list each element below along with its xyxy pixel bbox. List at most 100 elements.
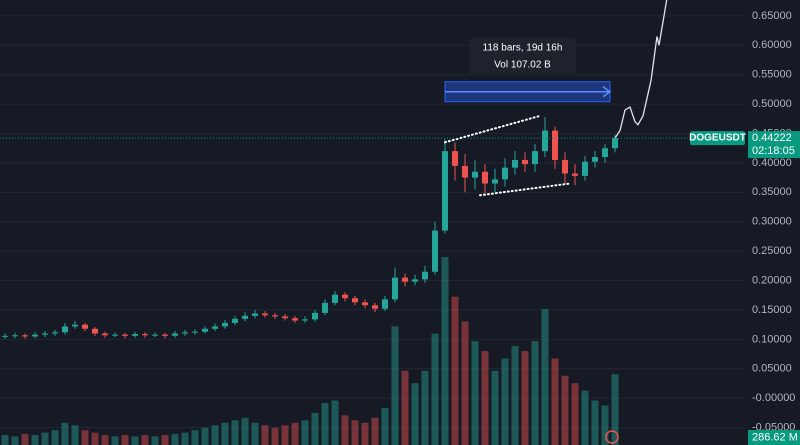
candle-body <box>562 159 568 174</box>
candle-body <box>92 328 98 334</box>
candle-body <box>512 159 518 168</box>
volume-bar <box>341 415 349 445</box>
volume-bar <box>531 341 539 445</box>
volume-bar <box>321 402 329 445</box>
volume-bar <box>281 425 289 445</box>
candle-body <box>552 130 558 160</box>
candle-body <box>32 334 38 337</box>
candle-body <box>152 334 158 336</box>
candle-body <box>592 157 598 162</box>
y-tick-label: 0.55000 <box>752 69 792 81</box>
volume-bar <box>161 435 169 445</box>
projection-line <box>614 0 668 139</box>
volume-bar <box>501 358 509 445</box>
candle-body <box>242 315 248 319</box>
candle-body <box>232 318 238 323</box>
candle-body <box>612 138 618 149</box>
volume-bar <box>491 370 499 445</box>
symbol-box <box>690 131 745 146</box>
candle-body <box>72 324 78 327</box>
candle-body <box>182 332 188 334</box>
candle-body <box>572 173 578 176</box>
volume-bar <box>171 433 179 445</box>
volume-bar <box>271 427 279 445</box>
trendline <box>479 182 571 197</box>
volume-bar <box>221 422 229 445</box>
volume-bar <box>211 425 219 445</box>
candle-body <box>602 148 608 158</box>
volume-bar <box>311 412 319 445</box>
price-label: 0.44222 <box>752 132 792 144</box>
drawings: 118 bars, 19d 16h Vol 107.02 B <box>0 0 745 197</box>
candle-body <box>52 332 58 334</box>
candle-body <box>262 313 268 316</box>
volume-bar <box>561 375 569 445</box>
volume-bar <box>21 433 29 445</box>
candle-layer <box>2 117 618 339</box>
candle-body <box>202 328 208 332</box>
volume-bar <box>441 257 449 445</box>
candle-body <box>302 319 308 321</box>
symbol-label: DOGEUSDT <box>689 133 746 144</box>
volume-bar <box>151 436 159 445</box>
candle-body <box>162 334 168 336</box>
y-tick-label: -0.00000 <box>752 392 795 404</box>
y-tick-label: 0.35000 <box>752 186 792 198</box>
volume-bar <box>551 358 559 445</box>
candle-body <box>422 271 428 280</box>
candle-body <box>462 165 468 178</box>
volume-bar <box>141 435 149 445</box>
volume-bar <box>591 400 599 445</box>
volume-bar <box>611 374 619 445</box>
candle-body <box>172 333 178 336</box>
volume-bar <box>371 417 379 445</box>
candle-body <box>292 318 298 321</box>
candle-body <box>282 316 288 319</box>
candle-body <box>2 335 8 337</box>
candle-body <box>322 302 328 313</box>
candle-body <box>12 335 18 337</box>
volume-bar <box>331 400 339 445</box>
candle-body <box>342 294 348 299</box>
candle-body <box>372 305 378 309</box>
volume-bar <box>411 383 419 445</box>
volume-bar <box>511 346 519 445</box>
candle-body <box>362 302 368 306</box>
volume-layer <box>1 257 619 445</box>
candle-body <box>472 171 478 178</box>
candle-body <box>442 151 448 231</box>
candle-body <box>542 130 548 152</box>
volume-bar <box>51 430 59 445</box>
candle-body <box>452 151 458 166</box>
candle-body <box>392 277 398 300</box>
y-tick-label: 0.05000 <box>752 363 792 375</box>
measure-vol: Vol 107.02 B <box>494 60 551 71</box>
candle-body <box>522 159 528 165</box>
alert-icon[interactable] <box>605 430 619 444</box>
volume-bar <box>481 351 489 445</box>
volume-bar <box>571 383 579 445</box>
candle-body <box>252 313 258 316</box>
candle-body <box>312 312 318 320</box>
candle-body <box>62 326 68 333</box>
candle-body <box>432 230 438 272</box>
volume-bar <box>41 432 49 445</box>
candle-body <box>532 151 538 165</box>
volume-bar <box>601 405 609 445</box>
y-tick-label: 0.10000 <box>752 333 792 345</box>
candle-body <box>192 331 198 333</box>
volume-bar <box>131 436 139 445</box>
measure-arrowhead <box>602 86 612 98</box>
candle-body <box>142 334 148 336</box>
volume-bar <box>451 296 459 445</box>
volume-bar <box>1 435 9 445</box>
candle-body <box>132 334 138 336</box>
volume-bar <box>61 422 69 445</box>
volume-bar <box>361 422 369 445</box>
volume-bar <box>201 427 209 445</box>
y-tick-label: 0.30000 <box>752 216 792 228</box>
candle-body <box>212 326 218 329</box>
volume-bar <box>471 341 479 445</box>
